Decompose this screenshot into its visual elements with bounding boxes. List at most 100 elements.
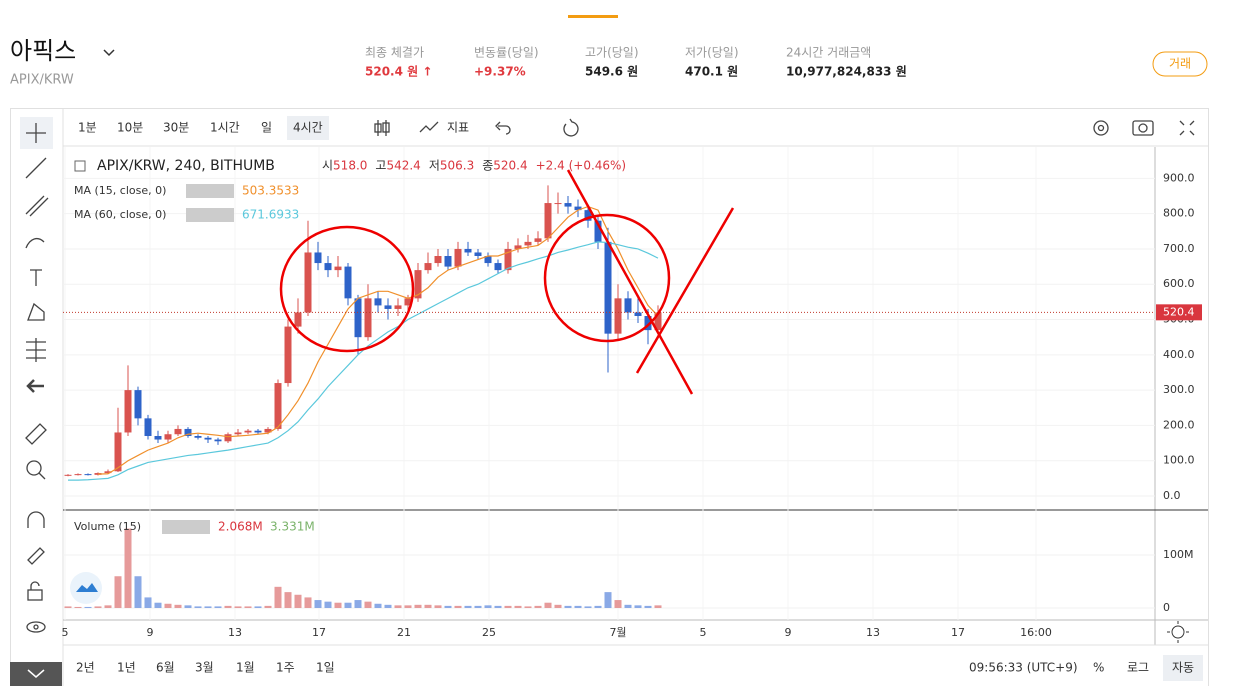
volume-bar [204,606,212,608]
left-tools[interactable] [20,117,53,633]
candle-body [354,298,362,338]
volume-bar [624,604,632,608]
ma-icons[interactable] [186,208,234,222]
range[interactable]: 6월 [156,661,175,675]
candle-body [324,263,332,271]
auto[interactable]: 자동 [1172,661,1194,675]
volume-bar [364,601,372,608]
volume-bar [124,528,132,608]
interval[interactable]: 1분 [78,121,97,135]
trade-button-label[interactable]: 거래 [1169,57,1191,71]
candle-body [424,263,432,271]
tab-indicator [568,15,618,18]
interval-selected[interactable] [287,116,329,140]
range[interactable]: 3월 [195,661,214,675]
candle-body [384,305,392,309]
candle-body [284,326,292,384]
volume-bar [234,606,242,608]
stat-label: 저가(당일) [685,46,739,60]
volume-bar [154,602,162,608]
x-tick-label: 9 [785,626,792,639]
volume-bar [254,606,262,608]
candle-body [124,390,132,433]
candle-body [204,437,212,440]
range[interactable]: 1년 [117,661,136,675]
legend-key: 시 [322,159,333,173]
range[interactable]: 1월 [236,661,255,675]
vol-icons[interactable] [162,520,210,534]
log[interactable]: 로그 [1127,661,1149,675]
settings[interactable] [1167,621,1189,643]
candle-body [634,312,642,316]
stat-label: 최종 체결가 [365,46,424,60]
candle-body [184,428,192,436]
volume-bar [174,604,182,608]
interval[interactable]: 일 [261,121,272,135]
candle-body [264,428,272,433]
candle-body [584,210,592,221]
collapse[interactable] [74,160,86,172]
last-price-label: 520.4 [1163,305,1195,318]
interval[interactable]: 30분 [163,121,189,135]
candle-body [114,432,122,472]
interval[interactable]: 1시간 [210,121,240,135]
volume-bar [474,605,482,608]
volume-bar [334,602,342,608]
ma-icons[interactable] [186,184,234,198]
volume-bar [144,597,152,608]
clock: 09:56:33 (UTC+9) [969,661,1078,675]
stat-value: 10,977,824,833 원 [786,65,907,79]
legend-value: 506.3 [440,159,474,173]
volume-bar [104,605,112,608]
candle-body [604,241,612,334]
volume-bar [284,592,292,608]
volume-bar [574,605,582,608]
percent[interactable]: % [1093,661,1104,675]
y-tick-label: 800.0 [1163,207,1195,220]
x-tick-label: 13 [866,626,880,639]
candle-body [624,298,632,313]
volume-bar [514,605,522,608]
legend-key: 종 [482,159,493,173]
volume-bar [64,606,72,608]
candle-body [164,434,172,440]
intervals[interactable]: 1분 10분 30분 1시간 일 4시간 [78,116,329,140]
candle-body [594,220,602,242]
y-tick-label: 300.0 [1163,383,1195,396]
volume-bar [304,597,312,608]
auto-bg[interactable] [1163,655,1203,681]
stat-value: 470.1 원 [685,65,738,79]
trade-button[interactable] [1152,51,1208,77]
legend-value: 518.0 [333,159,367,173]
range[interactable]: 1주 [276,661,295,675]
volume-bar [164,603,172,608]
candle-body [134,390,142,419]
volume-bar [194,606,202,608]
x-tick-label: 16:00 [1020,626,1052,639]
x-tick-label: 25 [482,626,496,639]
volume-bar [634,605,642,608]
candle-body [84,474,92,476]
candle-body [514,245,522,249]
interval[interactable]: 10분 [117,121,143,135]
indicator-label[interactable]: 지표 [447,121,469,135]
volume-bar [644,605,652,608]
top-tools[interactable] [374,118,1195,137]
x-tick-label: 7월 [609,626,626,639]
chart-title: APIX/KRW, 240, BITHUMB [97,158,275,174]
collapse-bar[interactable] [10,662,62,686]
range[interactable]: 1일 [316,661,335,675]
candle-body [174,428,182,435]
candle-body [364,298,372,338]
candle-body [534,238,542,242]
volume-bar [554,604,562,608]
interval[interactable]: 4시간 [293,121,323,135]
dropdown[interactable] [103,49,115,57]
volume-value: 2.068M [218,520,263,534]
y-tick-label: 200.0 [1163,418,1195,431]
candle-body [244,430,252,433]
ma-name: MA (60, close, 0) [74,208,166,221]
range[interactable]: 2년 [76,661,95,675]
logo [70,572,102,604]
collapse-icon[interactable] [27,669,45,678]
